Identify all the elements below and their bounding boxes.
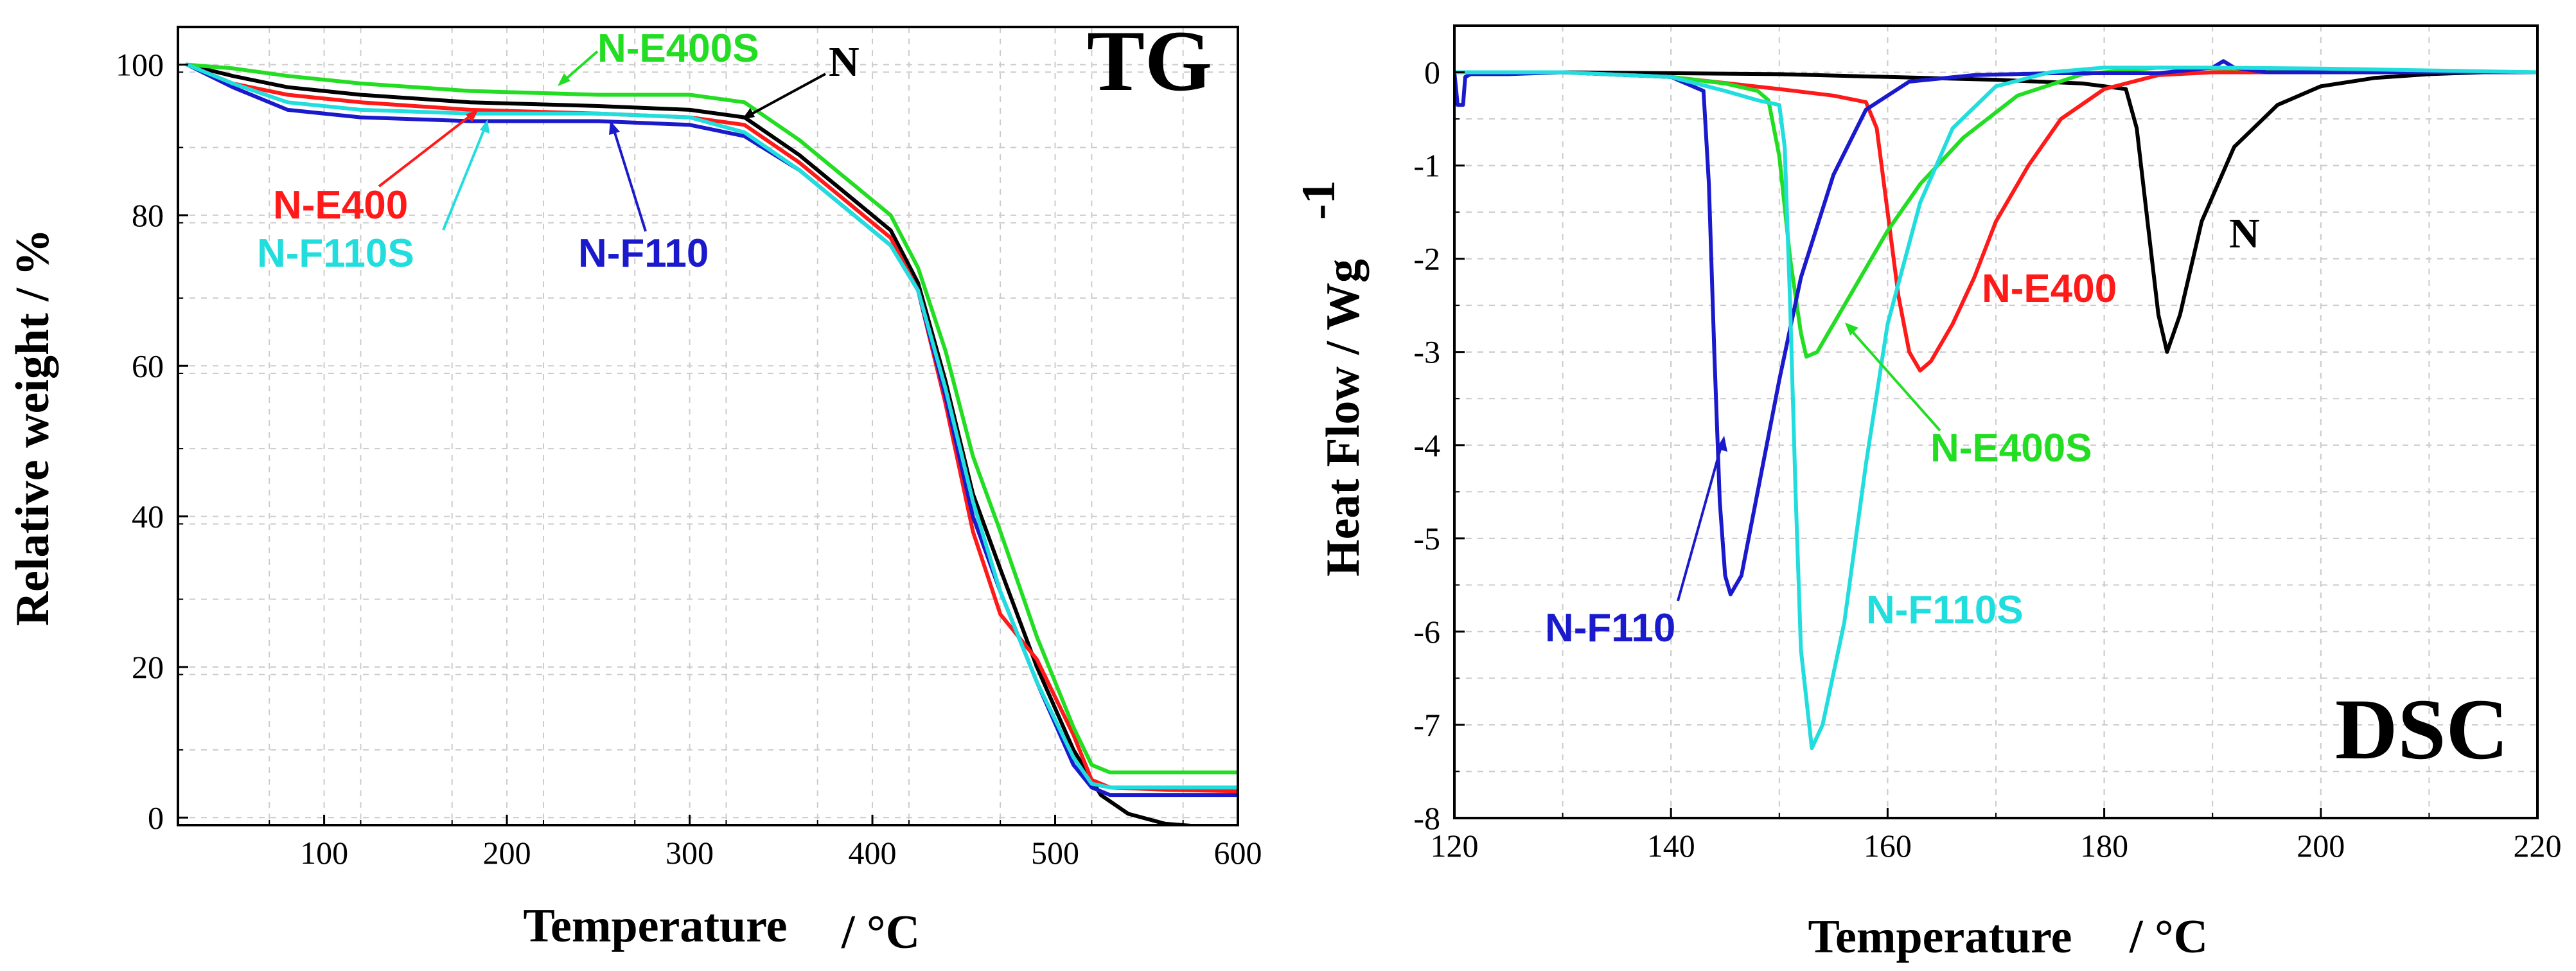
tg-series-line-n-e400s xyxy=(185,62,1238,774)
dsc-annotation-arrows xyxy=(1677,323,1941,601)
dsc-label-n: N xyxy=(2229,210,2260,257)
dsc-y-tick-label: -1 xyxy=(1413,148,1440,184)
tg-x-axis-title: Temperature xyxy=(523,900,787,952)
dsc-x-tick-label: 180 xyxy=(2080,828,2128,864)
tg-x-tick-label: 500 xyxy=(1031,835,1079,871)
dsc-y-tick-label: -3 xyxy=(1413,334,1440,370)
dsc-label-n-e400s: N-E400S xyxy=(1930,426,2092,470)
dsc-x-tick-label: 220 xyxy=(2514,828,2562,864)
dsc-y-tick-label: -4 xyxy=(1413,427,1440,463)
tg-title: TG xyxy=(1087,13,1212,109)
dsc-title: DSC xyxy=(2335,682,2509,778)
tg-series-line-n xyxy=(185,62,1212,825)
dsc-x-tick-label: 140 xyxy=(1647,828,1695,864)
tg-grid xyxy=(178,27,1238,825)
tg-y-tick-label: 0 xyxy=(148,799,164,835)
tg-y-tick-label: 100 xyxy=(116,47,164,83)
dsc-y-tick-label: -5 xyxy=(1413,521,1440,557)
tg-arrow-n-e400s xyxy=(561,50,599,84)
dsc-arrowhead-n-f110 xyxy=(1716,436,1727,452)
tg-x-tick-label: 300 xyxy=(666,835,714,871)
tg-x-tick-label: 200 xyxy=(483,835,531,871)
dsc-series-line-n-f110s xyxy=(1454,66,2537,751)
dsc-series-group xyxy=(1454,59,2537,751)
tg-x-axis-unit: / °C xyxy=(841,906,920,959)
tg-chart: 100 200 300 400 500 600 0 20 40 60 80 100 TG Temper… xyxy=(6,13,1262,959)
dsc-x-axis-unit: / °C xyxy=(2129,911,2208,963)
dsc-arrow-n-f110 xyxy=(1677,444,1723,601)
dsc-label-n-f110: N-F110 xyxy=(1545,606,1675,650)
tg-arrow-n-e400 xyxy=(378,113,473,188)
tg-y-tick-label: 80 xyxy=(132,197,164,233)
tg-series-group xyxy=(185,62,1238,825)
tg-y-tick-label: 40 xyxy=(132,499,164,535)
dsc-series-line-n-e400s xyxy=(1454,66,2537,359)
dsc-y-axis-title-superscript: -1 xyxy=(1292,180,1345,220)
dsc-x-axis-title: Temperature xyxy=(1808,911,2072,963)
tg-series-line-n-e400 xyxy=(185,62,1238,794)
tg-arrowhead-n xyxy=(742,108,755,120)
dsc-arrowhead-n-e400s xyxy=(1845,323,1858,335)
tg-label-n-f110: N-F110 xyxy=(578,231,709,276)
dsc-series-line-n xyxy=(1454,70,2537,354)
tg-x-tick-label: 400 xyxy=(849,835,897,871)
tg-x-tick-label: 100 xyxy=(300,835,348,871)
dsc-label-n-e400: N-E400 xyxy=(1982,267,2117,311)
dsc-x-tick-label: 200 xyxy=(2297,828,2345,864)
dsc-y-axis-title-group: Heat Flow / Wg -1 xyxy=(1292,180,1370,576)
tg-arrowhead-n-f110 xyxy=(609,121,620,135)
tg-y-tick-label: 20 xyxy=(132,649,164,685)
dsc-y-tick-label: -7 xyxy=(1413,707,1440,743)
tg-arrowhead-n-e400 xyxy=(466,109,479,122)
tg-arrowhead-n-f110s xyxy=(480,120,490,134)
dsc-y-tick-label: -6 xyxy=(1413,614,1440,650)
tg-annotation-arrows xyxy=(378,50,826,232)
dsc-x-tick-label: 160 xyxy=(1864,828,1912,864)
dsc-y-axis-title: Heat Flow / Wg xyxy=(1317,259,1370,576)
tg-label-n-e400: N-E400 xyxy=(273,183,408,227)
dsc-y-tick-label: -2 xyxy=(1413,241,1440,277)
tg-label-n-e400s: N-E400S xyxy=(597,26,759,71)
dsc-ticks: 120 140 160 180 200 220 0 -1 -2 -3 -4 -5 -6 -7 -8 xyxy=(1413,25,2562,864)
tg-label-n: N xyxy=(829,39,860,85)
tg-y-tick-label: 60 xyxy=(132,348,164,384)
tg-series-line-n-f110s xyxy=(185,62,1238,790)
dsc-arrow-n-e400s xyxy=(1849,328,1941,432)
tg-x-tick-label: 600 xyxy=(1214,835,1262,871)
tg-arrow-n-f110s xyxy=(442,127,486,231)
tg-y-axis-title: Relative weight / % xyxy=(6,229,59,627)
dsc-y-tick-label: 0 xyxy=(1424,55,1440,91)
tg-arrow-n xyxy=(748,73,826,117)
dsc-series-line-n-e400 xyxy=(1454,70,2537,373)
tg-ticks: 100 200 300 400 500 600 0 20 40 60 80 100 xyxy=(116,47,1262,871)
tg-plot-frame xyxy=(177,26,1239,826)
tg-arrow-n-f110 xyxy=(612,128,647,232)
dsc-x-tick-label: 120 xyxy=(1431,828,1479,864)
dsc-y-tick-label: -8 xyxy=(1413,800,1440,836)
dsc-label-n-f110s: N-F110S xyxy=(1866,588,2024,632)
tg-label-n-f110s: N-F110S xyxy=(257,231,414,276)
tg-series-line-n-f110 xyxy=(185,62,1238,797)
tg-arrowhead-n-e400s xyxy=(558,73,570,86)
